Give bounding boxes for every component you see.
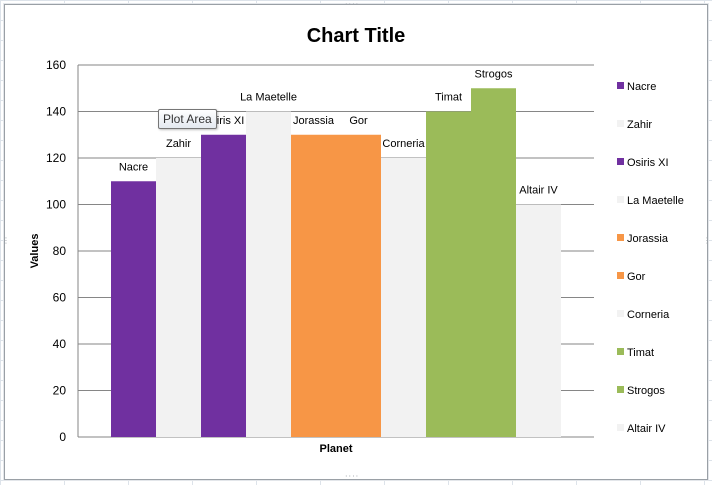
data-label[interactable]: Timat <box>435 92 462 104</box>
legend-entry[interactable]: Osiris XI <box>627 157 669 169</box>
data-label[interactable]: Corneria <box>382 138 425 150</box>
y-tick-label: 160 <box>46 58 66 72</box>
data-label[interactable]: Nacre <box>119 161 148 173</box>
legend-swatch <box>617 158 624 165</box>
legend-entry[interactable]: Altair IV <box>627 423 666 435</box>
legend-entry[interactable]: Gor <box>627 271 646 283</box>
legend-entry[interactable]: Corneria <box>627 309 670 321</box>
y-tick-label: 140 <box>46 105 66 119</box>
bar-strogos[interactable] <box>471 88 516 437</box>
y-axis-title[interactable]: Values <box>29 234 41 269</box>
bars-group <box>111 88 561 437</box>
bar-altair-iv[interactable] <box>516 204 561 438</box>
y-tick-label: 80 <box>53 244 67 258</box>
data-label[interactable]: Gor <box>349 115 368 127</box>
y-tick-label: 120 <box>46 151 66 165</box>
data-label[interactable]: Altair IV <box>519 185 558 197</box>
legend-swatch <box>617 272 624 279</box>
y-tick-label: 60 <box>53 291 67 305</box>
bar-osiris-xi[interactable] <box>201 134 246 437</box>
plot-area-tooltip: Plot Area <box>158 109 217 129</box>
legend-swatch <box>617 120 624 127</box>
data-label[interactable]: Jorassia <box>293 115 335 127</box>
legend-swatch <box>617 82 624 89</box>
legend-swatch <box>617 424 624 431</box>
right-resize-handle[interactable]: ⋮ <box>703 236 712 245</box>
legend-entry[interactable]: Zahir <box>627 119 652 131</box>
legend-swatch <box>617 310 624 317</box>
bar-gor[interactable] <box>336 134 381 437</box>
data-label[interactable]: Zahir <box>166 138 191 150</box>
bar-zahir[interactable] <box>156 158 201 437</box>
data-label[interactable]: La Maetelle <box>240 92 297 104</box>
legend-entry[interactable]: Timat <box>627 347 654 359</box>
y-tick-label: 100 <box>46 198 66 212</box>
bar-timat[interactable] <box>426 111 471 438</box>
legend-swatch <box>617 234 624 241</box>
data-label[interactable]: Strogos <box>475 68 513 80</box>
chart-title[interactable]: Chart Title <box>307 25 406 47</box>
legend-entry[interactable]: Nacre <box>627 81 656 93</box>
y-tick-label: 0 <box>59 430 66 444</box>
bottom-resize-handle[interactable]: ···· <box>345 472 360 481</box>
y-axis[interactable]: 0 20 40 60 80 100 120 140 160 <box>46 58 66 444</box>
legend[interactable]: Nacre Zahir Osiris XI La Maetelle Jorassia Go… <box>617 81 684 435</box>
y-tick-label: 20 <box>53 384 67 398</box>
legend-swatch <box>617 386 624 393</box>
bar-nacre[interactable] <box>111 181 156 437</box>
top-resize-handle[interactable]: ···· <box>345 0 360 9</box>
legend-swatch <box>617 348 624 355</box>
x-axis-title[interactable]: Planet <box>319 443 352 455</box>
legend-entry[interactable]: Strogos <box>627 385 665 397</box>
bar-la-maetelle[interactable] <box>246 111 291 438</box>
left-resize-handle[interactable]: ⋮ <box>2 236 11 245</box>
y-tick-label: 40 <box>53 337 67 351</box>
legend-entry[interactable]: Jorassia <box>627 233 669 245</box>
legend-swatch <box>617 196 624 203</box>
bar-jorassia[interactable] <box>291 134 336 437</box>
bar-corneria[interactable] <box>381 158 426 437</box>
legend-entry[interactable]: La Maetelle <box>627 195 684 207</box>
